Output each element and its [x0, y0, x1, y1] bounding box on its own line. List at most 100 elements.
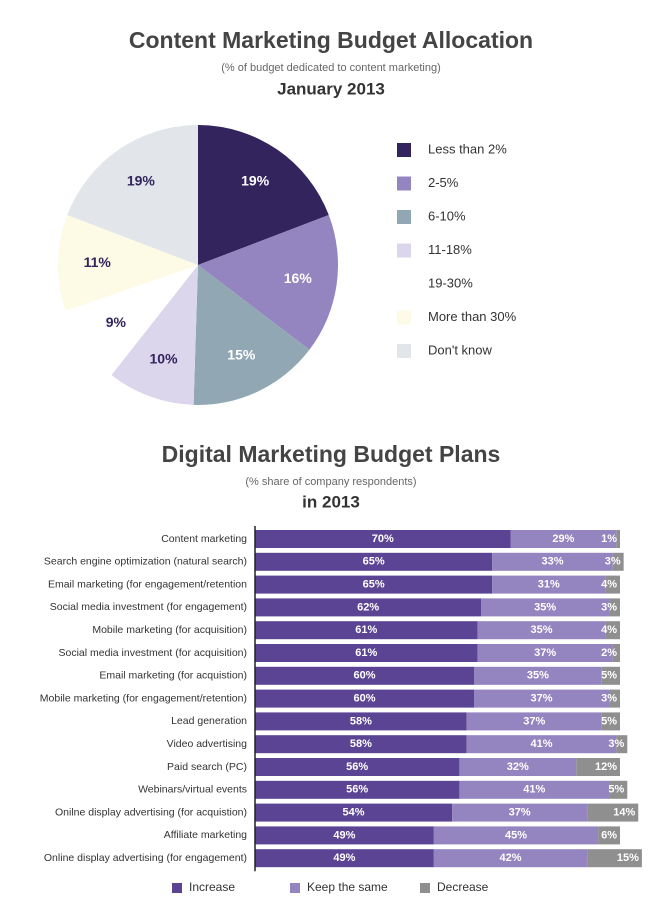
bar-label: 12% — [595, 761, 617, 773]
bar-segment — [255, 826, 434, 845]
bar-segment — [459, 780, 610, 799]
bar-title: Digital Marketing Budget Plans — [162, 441, 501, 467]
bar-label: 65% — [363, 579, 385, 591]
bar-label: 3% — [608, 738, 624, 750]
bar-segment — [255, 849, 434, 868]
bar-segment — [255, 552, 493, 571]
bar-segment — [255, 758, 460, 776]
bar-label: 54% — [343, 807, 365, 819]
bar-segment — [433, 849, 588, 868]
bar-segment — [255, 666, 474, 685]
bar-segment — [481, 598, 610, 617]
bar-segment — [605, 575, 620, 594]
category-label: Email marketing (for acquistion) — [99, 670, 247, 682]
bar-segment — [492, 552, 613, 571]
category-label: Video advertising — [167, 738, 248, 750]
pie-label: 19% — [241, 173, 270, 189]
pie-label: 11% — [84, 254, 112, 270]
pie-period: January 2013 — [277, 79, 385, 98]
pie-slice — [193, 265, 310, 405]
category-label: Webinars/virtual events — [138, 784, 247, 796]
legend-swatch — [397, 277, 411, 291]
legend-swatch — [397, 176, 411, 191]
bar-label: 35% — [531, 624, 553, 636]
legend-label: 11-18% — [428, 242, 472, 257]
legend-swatch — [420, 883, 430, 893]
bar-label: 56% — [346, 761, 368, 773]
category-label: Email marketing (for engagement/retentio… — [48, 578, 247, 590]
bar-segment — [255, 530, 511, 548]
bar-label: 3% — [601, 693, 617, 705]
legend-swatch — [397, 210, 411, 224]
bar-segment — [477, 644, 613, 662]
bar-label: 31% — [538, 579, 560, 591]
legend-swatch — [172, 883, 182, 893]
bar-label: 37% — [509, 807, 531, 819]
legend-swatch — [397, 243, 411, 258]
bar-segment — [474, 689, 610, 708]
bar-segment — [255, 598, 482, 617]
category-label: Social media investment (for engagement) — [50, 601, 247, 613]
legend-label: Increase — [189, 880, 235, 894]
bar-segment — [510, 530, 617, 548]
bar-label: 42% — [499, 852, 521, 864]
bar-segment — [616, 735, 628, 754]
category-label: Content marketing — [161, 533, 247, 545]
bar-segment — [452, 803, 588, 822]
bar-label: 32% — [507, 761, 529, 773]
bar-segment — [474, 666, 602, 685]
category-label: Affiliate marketing — [164, 829, 247, 841]
bar-segment — [601, 712, 620, 731]
category-label: Social media investment (for acquisition… — [59, 647, 248, 659]
bar-segment — [612, 644, 620, 662]
legend-swatch — [290, 883, 300, 893]
bar-label: 35% — [527, 670, 549, 682]
category-label: Search engine optimization (natural sear… — [44, 556, 247, 568]
legend-swatch — [397, 143, 411, 157]
bar-label: 3% — [605, 556, 621, 568]
bar-period: in 2013 — [302, 492, 360, 511]
pie-title: Content Marketing Budget Allocation — [129, 27, 533, 53]
bar-segment — [255, 621, 478, 640]
pie-label: 15% — [227, 347, 256, 363]
bar-segment — [612, 552, 624, 571]
category-label: Paid search (PC) — [167, 761, 247, 773]
bar-label: 37% — [531, 693, 553, 705]
bar-segment — [255, 644, 478, 662]
bar-label: 65% — [363, 556, 385, 568]
bar-label: 14% — [613, 807, 635, 819]
bar-label: 60% — [353, 693, 375, 705]
pie-slice — [65, 265, 198, 376]
legend-label: Less than 2% — [428, 141, 507, 156]
bar-label: 5% — [601, 715, 617, 727]
bar-segment — [255, 803, 453, 822]
bar-segment — [576, 758, 620, 776]
bar-label: 62% — [357, 601, 379, 613]
bar-subtitle: (% share of company respondents) — [245, 476, 416, 488]
bar-label: 4% — [601, 579, 617, 591]
bar-segment — [492, 575, 606, 594]
bar-label: 29% — [552, 533, 574, 545]
legend-swatch — [397, 344, 411, 358]
legend-label: 2-5% — [428, 175, 459, 190]
bar-label: 1% — [601, 533, 617, 545]
legend-label: 19-30% — [428, 275, 473, 290]
bar-segment — [459, 758, 577, 776]
pie-slice — [198, 125, 329, 265]
bar-segment — [616, 530, 620, 548]
category-label: Lead generation — [171, 715, 247, 727]
bar-segment — [466, 735, 617, 754]
pie-label: 16% — [284, 270, 313, 286]
bar-segment — [598, 826, 620, 845]
bar-label: 56% — [346, 784, 368, 796]
bar-segment — [255, 735, 467, 754]
bar-segment — [609, 598, 620, 617]
bar-segment — [601, 666, 620, 685]
bar-segment — [477, 621, 606, 640]
legend-label: 6-10% — [428, 208, 466, 223]
bar-segment — [433, 826, 599, 845]
bar-label: 35% — [534, 601, 556, 613]
bar-segment — [587, 803, 639, 822]
pie-slice — [198, 215, 338, 350]
legend-swatch — [397, 310, 411, 325]
